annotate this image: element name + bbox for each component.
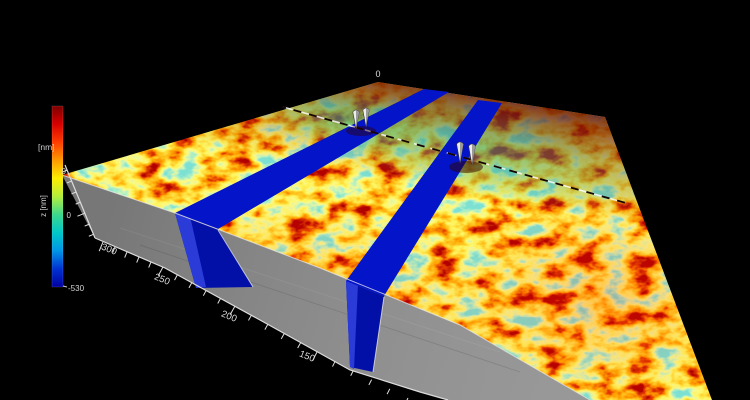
y-axis-origin-label: 0 — [375, 69, 380, 79]
profile-line-dark-dashes — [282, 106, 627, 204]
surface-front-edge — [61, 174, 591, 400]
z-tick-label: 0 — [62, 167, 67, 176]
cursor-marker[interactable] — [352, 109, 360, 130]
wall-striation — [119, 227, 501, 353]
trench-bands — [175, 89, 502, 296]
z-axis-labels: 0 0 z [nm] — [39, 167, 72, 220]
cursor-markers — [346, 107, 483, 173]
colorbar-min-tick — [62, 285, 68, 288]
trench1-band — [175, 89, 449, 229]
colorbar-unit-label: [nm] — [38, 142, 55, 152]
profile-line — [282, 106, 627, 204]
colorbar: [nm] -530 — [38, 105, 85, 293]
trench1-wedge-edge — [217, 229, 254, 288]
marker-shadow — [449, 161, 483, 173]
cursor-marker[interactable] — [456, 141, 464, 164]
z-axis-title: z [nm] — [39, 195, 48, 217]
marker-shadow — [346, 126, 376, 136]
colorbar-min-label: -530 — [68, 284, 85, 293]
trench-cross-sections — [175, 213, 385, 373]
trench1-wedge-light-face — [175, 213, 206, 288]
cursor-marker[interactable] — [468, 143, 476, 166]
colorbar-gradient-bar — [51, 105, 64, 288]
z-tick-label: 0 — [67, 211, 72, 220]
cursor-marker[interactable] — [362, 107, 370, 128]
z-axis-ticks — [59, 169, 94, 237]
x-axis-line — [94, 237, 449, 400]
z-axis-line — [64, 164, 96, 239]
trench2-band — [346, 100, 502, 296]
trench2-wedge-light-face — [346, 281, 358, 369]
axes — [59, 164, 449, 400]
x-axis-ticks — [98, 241, 409, 400]
trench2-wedge-edge — [372, 296, 385, 373]
